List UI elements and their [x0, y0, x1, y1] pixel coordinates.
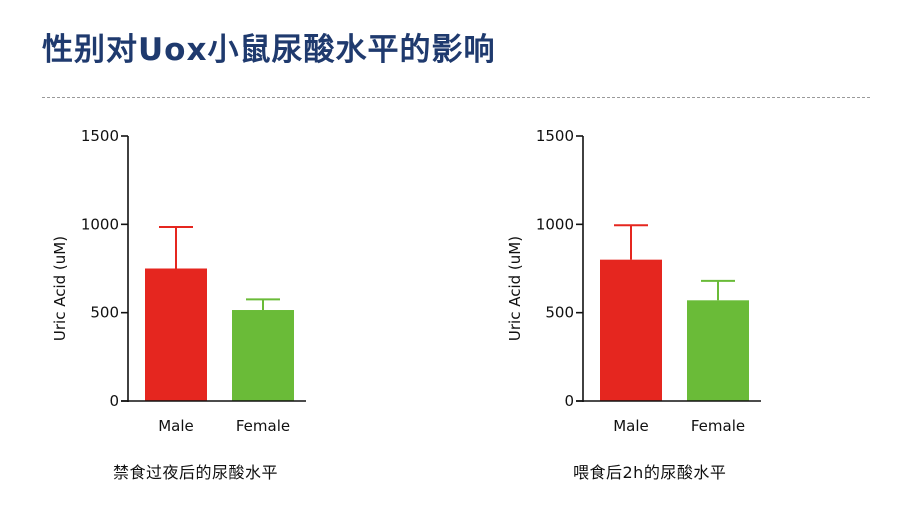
x-tick-label-female: Female — [691, 417, 745, 435]
bar-male — [145, 268, 207, 401]
y-tick-label: 0 — [109, 392, 119, 410]
y-tick-label: 1500 — [81, 127, 119, 145]
y-tick-label: 1000 — [536, 215, 574, 233]
page-title: 性别对Uox小鼠尿酸水平的影响 — [42, 32, 496, 68]
bar-female — [687, 300, 749, 401]
x-tick-label-male: Male — [613, 417, 649, 435]
y-axis-label: Uric Acid (uM) — [51, 236, 69, 341]
chart-fasting: 0 500 1000 1500 Uric Acid (uM) Male Female — [51, 127, 306, 435]
chart-panel-fasting: 0 500 1000 1500 Uric Acid (uM) Male Female 禁食过… — [40, 118, 370, 498]
y-tick-label: 0 — [564, 392, 574, 410]
chart-caption-fed: 喂食后2h的尿酸水平 — [573, 463, 727, 482]
bar-male — [600, 259, 662, 401]
y-tick-label: 500 — [90, 304, 119, 322]
chart-panel-fed: 0 500 1000 1500 Uric Acid (uM) Male Female 喂食后… — [495, 118, 825, 498]
y-tick-label: 1500 — [536, 127, 574, 145]
x-tick-label-male: Male — [158, 417, 194, 435]
y-tick-label: 1000 — [81, 215, 119, 233]
y-tick-label: 500 — [545, 304, 574, 322]
chart-fed: 0 500 1000 1500 Uric Acid (uM) Male Female — [506, 127, 761, 435]
x-tick-label-female: Female — [236, 417, 290, 435]
y-axis-label: Uric Acid (uM) — [506, 236, 524, 341]
bar-female — [232, 310, 294, 401]
chart-caption-fasting: 禁食过夜后的尿酸水平 — [113, 463, 279, 482]
title-divider — [42, 97, 870, 98]
